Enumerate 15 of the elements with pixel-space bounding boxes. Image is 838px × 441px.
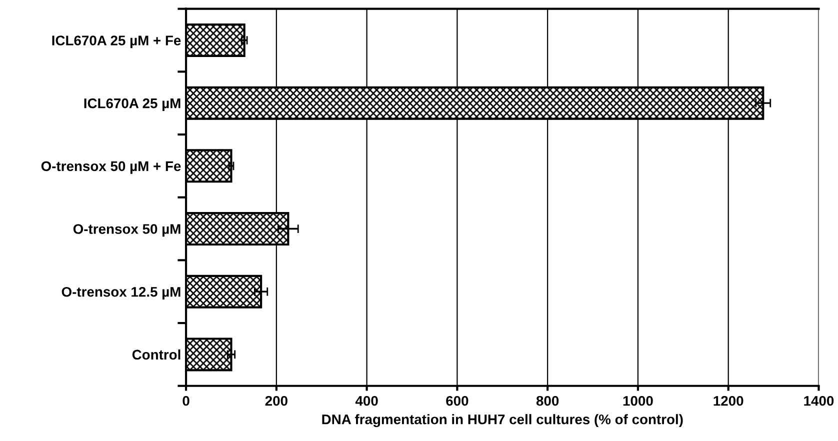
y-tick-label: O-trensox 50 µM [73, 224, 180, 237]
y-tick-label: ICL670A 25 µM [84, 98, 180, 111]
x-tick-label: 200 [265, 396, 288, 406]
x-tick-label: 600 [446, 396, 468, 406]
x-tick-label: 1400 [804, 396, 834, 406]
x-tick-label: 1200 [714, 396, 744, 406]
x-tick-label: 400 [355, 396, 378, 406]
y-tick-label: O-trensox 50 µM + Fe [41, 161, 181, 174]
x-axis-title: DNA fragmentation in HUH7 cell cultures (% of control) [322, 414, 683, 428]
y-tick-label: Control [132, 349, 180, 360]
x-tick-label: 0 [182, 396, 190, 406]
y-tick-label: ICL670A 25 µM + Fe [52, 36, 181, 48]
x-tick-label: 800 [536, 396, 559, 406]
y-tick-label: O-trensox 12.5 µM [62, 286, 180, 300]
x-tick-label: 1000 [623, 396, 653, 406]
